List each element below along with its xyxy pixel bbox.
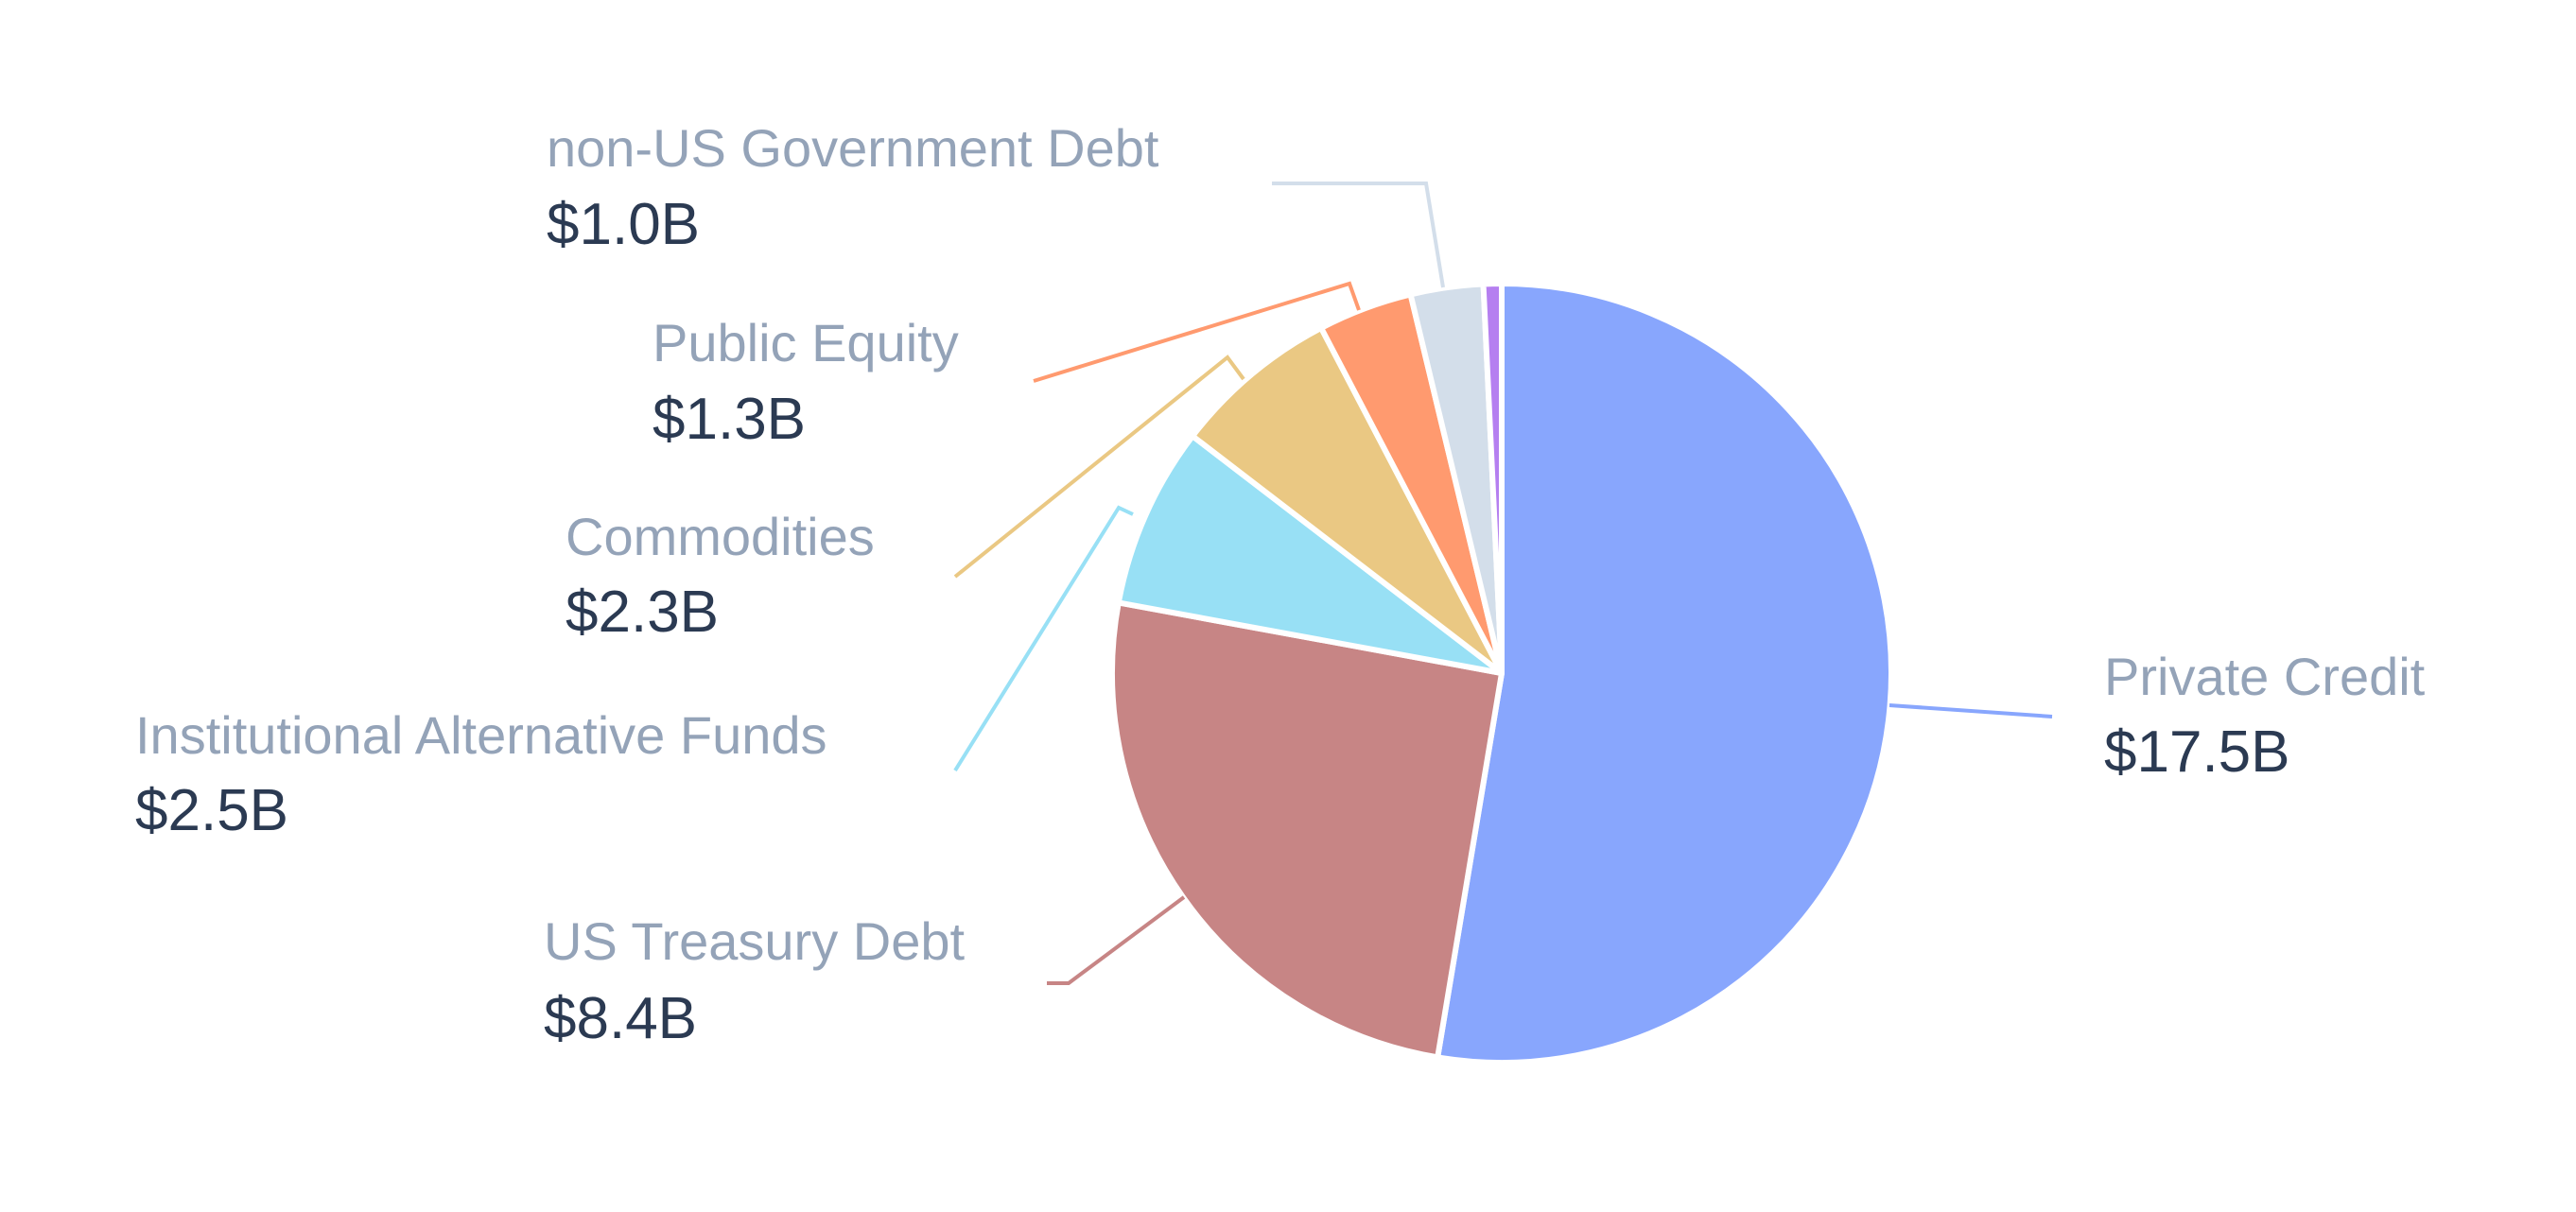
- slice-value-public-equity: $1.3B: [653, 387, 806, 452]
- slice-label-us-treasury-debt: US Treasury Debt: [544, 911, 965, 971]
- pie-slice-private-credit[interactable]: [1435, 281, 1894, 1065]
- slice-value-private-credit: $17.5B: [2104, 719, 2290, 785]
- pie-slice-other[interactable]: [1480, 281, 1505, 676]
- leader-line-institutional-alternative-funds: [953, 505, 1134, 772]
- leader-line-commodities: [953, 355, 1245, 579]
- slice-label-public-equity: Public Equity: [653, 313, 959, 372]
- slice-label-institutional-alternative-funds: Institutional Alternative Funds: [135, 705, 827, 765]
- pie-slice-institutional-alternative-funds[interactable]: [1115, 433, 1505, 676]
- leader-line-private-credit: [1888, 703, 2053, 719]
- leader-line-public-equity: [1033, 281, 1361, 383]
- slice-value-institutional-alternative-funds: $2.5B: [135, 778, 288, 843]
- leader-line-non-us-government-debt: [1272, 182, 1445, 288]
- leader-line-us-treasury-debt: [1047, 895, 1186, 985]
- slice-label-commodities: Commodities: [566, 507, 875, 566]
- slice-value-us-treasury-debt: $8.4B: [544, 986, 697, 1051]
- slice-value-commodities: $2.3B: [566, 580, 719, 645]
- pie-slice-commodities[interactable]: [1190, 324, 1505, 676]
- slice-label-private-credit: Private Credit: [2104, 647, 2426, 706]
- pie-slice-us-treasury-debt[interactable]: [1109, 599, 1505, 1061]
- slice-label-non-us-government-debt: non-US Government Debt: [547, 118, 1159, 178]
- slice-value-non-us-government-debt: $1.0B: [547, 192, 700, 257]
